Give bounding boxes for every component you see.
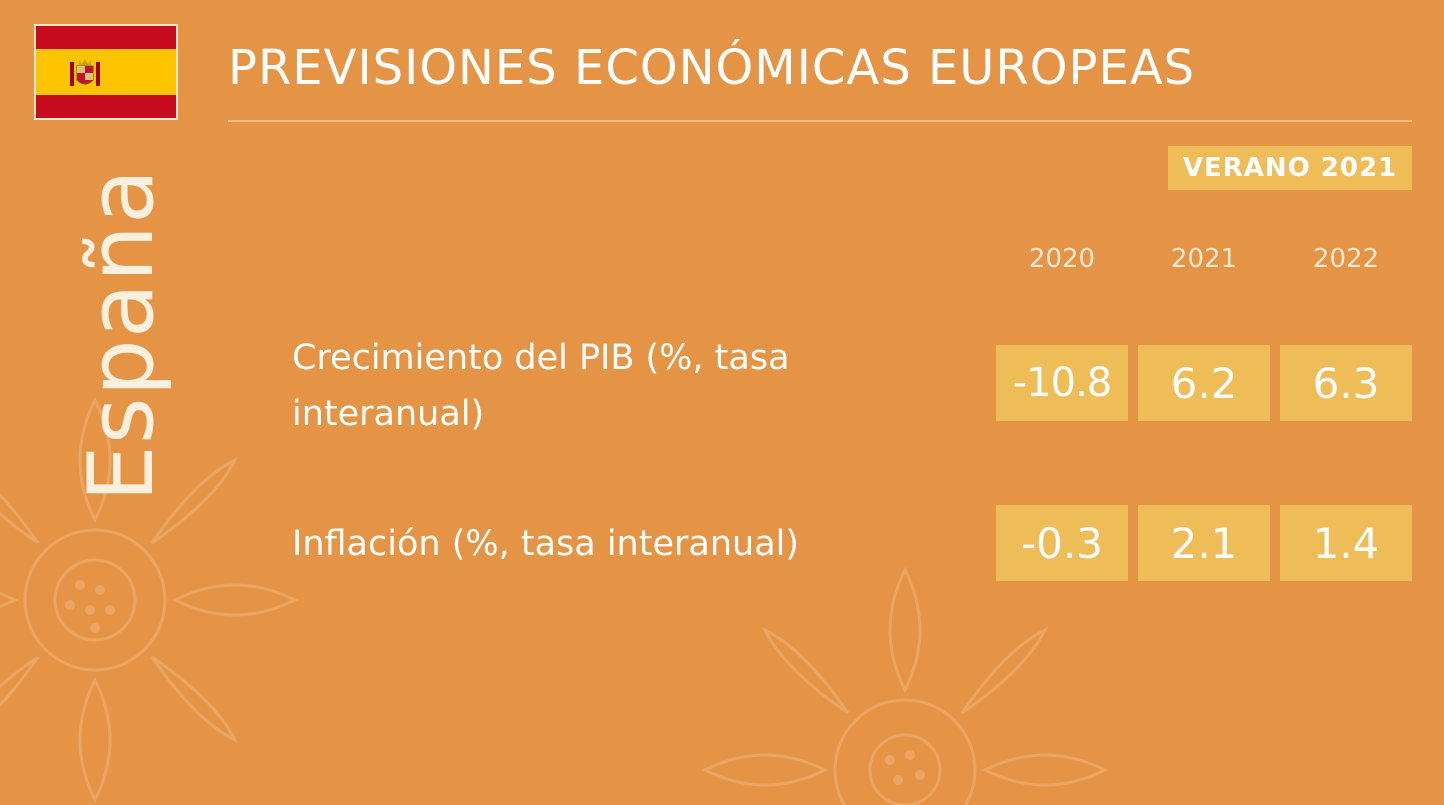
page-title: PREVISIONES ECONÓMICAS EUROPEAS	[228, 40, 1196, 96]
country-label-area: España	[57, 150, 187, 520]
coat-of-arms-icon	[70, 59, 100, 86]
inflation-2022-value: 1.4	[1280, 505, 1412, 581]
country-name: España	[69, 167, 174, 503]
year-header-2021: 2021	[1170, 244, 1238, 274]
spain-flag-icon	[34, 24, 178, 120]
gdp-growth-2022-value: 6.3	[1280, 345, 1412, 421]
row-label-gdp-growth: Crecimiento del PIB (%, tasa interanual)	[292, 338, 790, 434]
row-label-inflation: Inflación (%, tasa interanual)	[292, 524, 800, 564]
inflation-2020-value: -0.3	[996, 505, 1128, 581]
gdp-growth-2020-value: -10.8	[996, 345, 1128, 421]
year-header-2022: 2022	[1312, 244, 1380, 274]
edition-badge: VERANO 2021	[1168, 146, 1412, 190]
year-header-2020: 2020	[1028, 244, 1096, 274]
inflation-2021-value: 2.1	[1138, 505, 1270, 581]
title-divider	[228, 120, 1412, 122]
gdp-growth-2021-value: 6.2	[1138, 345, 1270, 421]
